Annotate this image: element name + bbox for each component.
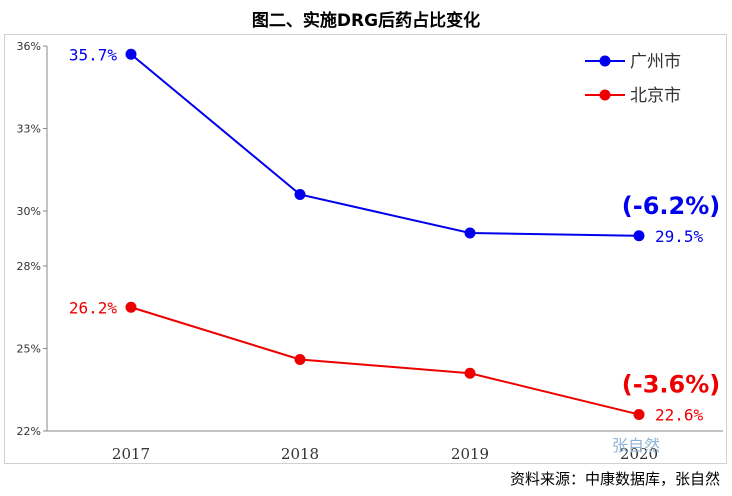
y-tick-label: 28% — [17, 260, 41, 273]
legend-label: 广州市 — [630, 52, 681, 72]
data-point — [464, 367, 476, 379]
chart-title: 图二、实施DRG后药占比变化 — [251, 11, 481, 31]
series-line-guangzhou — [130, 53, 640, 237]
source-note: 资料来源：中康数据库，张自然 — [509, 470, 720, 488]
legend-label: 北京市 — [630, 86, 681, 106]
data-point — [633, 230, 645, 242]
watermark: 张自然 — [612, 436, 661, 455]
data-label: 29.5% — [655, 227, 704, 246]
x-tick-label: 2019 — [451, 445, 489, 463]
data-point — [633, 409, 645, 420]
data-point — [464, 227, 476, 239]
data-point — [294, 189, 306, 200]
line-chart: 22% 25% 28% 30% 33% 36% 2017 2018 2019 2020 35.7% 2… — [17, 40, 723, 463]
legend-marker — [599, 89, 611, 101]
data-label: 35.7% — [69, 45, 118, 64]
x-tick-label: 2018 — [281, 445, 319, 463]
y-tick-label: 30% — [17, 205, 41, 218]
data-point — [125, 301, 137, 313]
y-tick-label: 33% — [17, 123, 41, 136]
data-point — [125, 48, 137, 60]
x-tick-label: 2017 — [112, 445, 150, 463]
data-point — [294, 354, 306, 365]
y-tick-label: 25% — [17, 343, 41, 356]
y-tick-label: 36% — [17, 40, 41, 53]
y-tick-label: 22% — [17, 425, 41, 438]
change-annotation: (-6.2%) — [622, 192, 720, 220]
series-line-beijing — [130, 306, 640, 416]
legend-marker — [599, 55, 611, 67]
x-tick-label: 2020 — [620, 445, 658, 463]
change-annotation: (-3.6%) — [622, 371, 720, 399]
data-label: 26.2% — [69, 298, 118, 317]
data-label: 22.6% — [655, 406, 704, 425]
chart-frame: 22% 25% 28% 30% 33% 36% 2017 2018 2019 2020 35.7% 2… — [4, 34, 727, 464]
